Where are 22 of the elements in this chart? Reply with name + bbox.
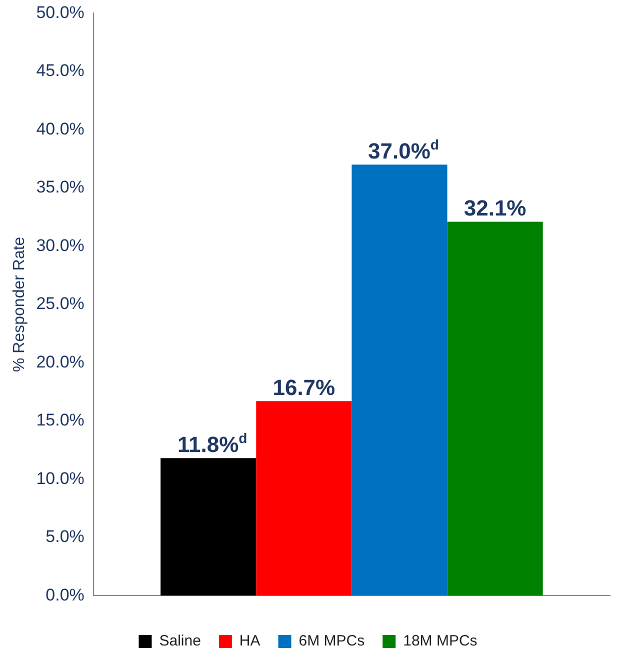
y-tick-label: 45.0% (36, 61, 84, 80)
y-tick-label: 20.0% (36, 352, 84, 372)
data-label: 16.7% (272, 375, 336, 400)
y-tick-label: 15.0% (36, 410, 84, 430)
y-tick-label: 5.0% (46, 527, 84, 546)
data-label: 32.1% (464, 196, 526, 221)
legend-label: 6M MPCs (298, 632, 365, 650)
y-tick-label: 25.0% (36, 294, 84, 314)
y-tick-label: 50.0% (36, 2, 84, 22)
legend-label: Saline (159, 632, 201, 650)
y-tick-label: 0.0% (46, 585, 84, 604)
bar (447, 222, 543, 596)
y-tick-label: 35.0% (36, 178, 84, 197)
legend-label: 18M MPCs (403, 632, 478, 650)
bar (160, 458, 256, 596)
y-tick-label: 30.0% (36, 236, 84, 255)
bar (256, 401, 352, 596)
bar (352, 164, 448, 596)
legend-label: HA (239, 632, 260, 650)
y-tick-label: 10.0% (36, 468, 84, 488)
y-axis-title: % Responder Rate (11, 236, 28, 372)
y-tick-label: 40.0% (36, 119, 84, 138)
